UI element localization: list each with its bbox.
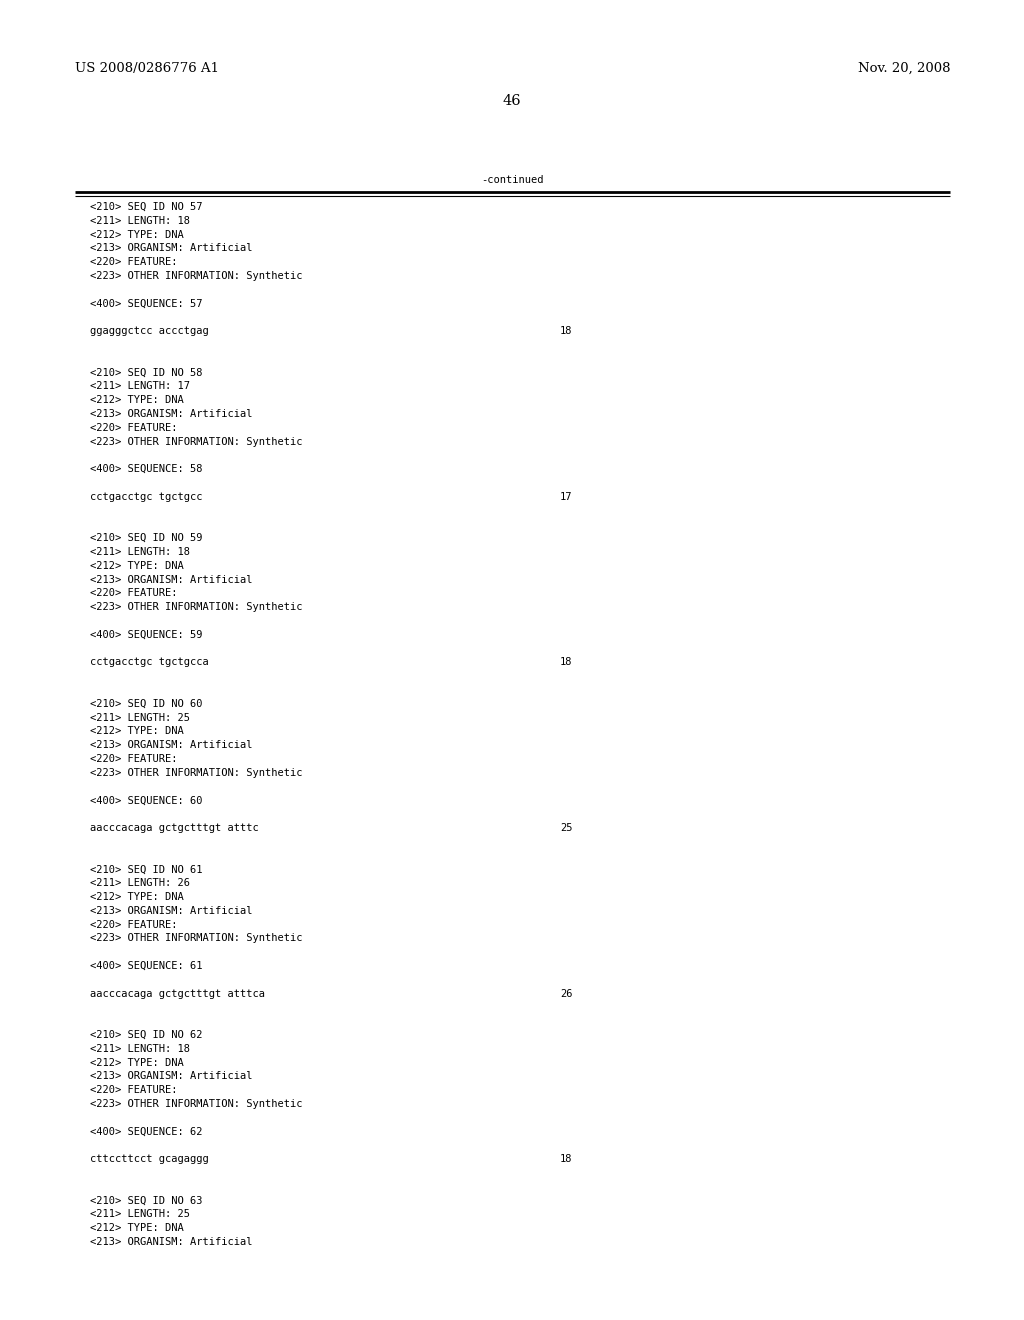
- Text: 18: 18: [560, 657, 572, 668]
- Text: ggagggctcc accctgag: ggagggctcc accctgag: [90, 326, 209, 337]
- Text: <211> LENGTH: 26: <211> LENGTH: 26: [90, 878, 190, 888]
- Text: <400> SEQUENCE: 57: <400> SEQUENCE: 57: [90, 298, 203, 309]
- Text: <400> SEQUENCE: 61: <400> SEQUENCE: 61: [90, 961, 203, 972]
- Text: <220> FEATURE:: <220> FEATURE:: [90, 754, 177, 764]
- Text: <220> FEATURE:: <220> FEATURE:: [90, 589, 177, 598]
- Text: <211> LENGTH: 18: <211> LENGTH: 18: [90, 215, 190, 226]
- Text: cttccttcct gcagaggg: cttccttcct gcagaggg: [90, 1154, 209, 1164]
- Text: <223> OTHER INFORMATION: Synthetic: <223> OTHER INFORMATION: Synthetic: [90, 602, 302, 612]
- Text: <210> SEQ ID NO 58: <210> SEQ ID NO 58: [90, 367, 203, 378]
- Text: cctgacctgc tgctgcca: cctgacctgc tgctgcca: [90, 657, 209, 668]
- Text: cctgacctgc tgctgcc: cctgacctgc tgctgcc: [90, 492, 203, 502]
- Text: -continued: -continued: [480, 176, 544, 185]
- Text: <211> LENGTH: 25: <211> LENGTH: 25: [90, 1209, 190, 1220]
- Text: <212> TYPE: DNA: <212> TYPE: DNA: [90, 1224, 183, 1233]
- Text: <400> SEQUENCE: 59: <400> SEQUENCE: 59: [90, 630, 203, 640]
- Text: <213> ORGANISM: Artificial: <213> ORGANISM: Artificial: [90, 243, 253, 253]
- Text: <220> FEATURE:: <220> FEATURE:: [90, 920, 177, 929]
- Text: <211> LENGTH: 25: <211> LENGTH: 25: [90, 713, 190, 722]
- Text: <212> TYPE: DNA: <212> TYPE: DNA: [90, 892, 183, 902]
- Text: <210> SEQ ID NO 61: <210> SEQ ID NO 61: [90, 865, 203, 874]
- Text: <210> SEQ ID NO 63: <210> SEQ ID NO 63: [90, 1196, 203, 1205]
- Text: aacccacaga gctgctttgt atttca: aacccacaga gctgctttgt atttca: [90, 989, 265, 999]
- Text: <211> LENGTH: 17: <211> LENGTH: 17: [90, 381, 190, 392]
- Text: <400> SEQUENCE: 62: <400> SEQUENCE: 62: [90, 1126, 203, 1137]
- Text: <213> ORGANISM: Artificial: <213> ORGANISM: Artificial: [90, 1237, 253, 1247]
- Text: aacccacaga gctgctttgt atttc: aacccacaga gctgctttgt atttc: [90, 822, 259, 833]
- Text: <220> FEATURE:: <220> FEATURE:: [90, 1085, 177, 1096]
- Text: 46: 46: [503, 94, 521, 108]
- Text: <213> ORGANISM: Artificial: <213> ORGANISM: Artificial: [90, 741, 253, 750]
- Text: <223> OTHER INFORMATION: Synthetic: <223> OTHER INFORMATION: Synthetic: [90, 271, 302, 281]
- Text: 17: 17: [560, 492, 572, 502]
- Text: <213> ORGANISM: Artificial: <213> ORGANISM: Artificial: [90, 906, 253, 916]
- Text: <400> SEQUENCE: 60: <400> SEQUENCE: 60: [90, 796, 203, 805]
- Text: 25: 25: [560, 822, 572, 833]
- Text: <212> TYPE: DNA: <212> TYPE: DNA: [90, 726, 183, 737]
- Text: US 2008/0286776 A1: US 2008/0286776 A1: [75, 62, 219, 75]
- Text: <212> TYPE: DNA: <212> TYPE: DNA: [90, 230, 183, 240]
- Text: 26: 26: [560, 989, 572, 999]
- Text: <211> LENGTH: 18: <211> LENGTH: 18: [90, 1044, 190, 1053]
- Text: <223> OTHER INFORMATION: Synthetic: <223> OTHER INFORMATION: Synthetic: [90, 1100, 302, 1109]
- Text: Nov. 20, 2008: Nov. 20, 2008: [857, 62, 950, 75]
- Text: <220> FEATURE:: <220> FEATURE:: [90, 422, 177, 433]
- Text: <223> OTHER INFORMATION: Synthetic: <223> OTHER INFORMATION: Synthetic: [90, 933, 302, 944]
- Text: <210> SEQ ID NO 57: <210> SEQ ID NO 57: [90, 202, 203, 213]
- Text: <213> ORGANISM: Artificial: <213> ORGANISM: Artificial: [90, 574, 253, 585]
- Text: <212> TYPE: DNA: <212> TYPE: DNA: [90, 395, 183, 405]
- Text: 18: 18: [560, 326, 572, 337]
- Text: 18: 18: [560, 1154, 572, 1164]
- Text: <210> SEQ ID NO 62: <210> SEQ ID NO 62: [90, 1030, 203, 1040]
- Text: <220> FEATURE:: <220> FEATURE:: [90, 257, 177, 267]
- Text: <223> OTHER INFORMATION: Synthetic: <223> OTHER INFORMATION: Synthetic: [90, 768, 302, 777]
- Text: <211> LENGTH: 18: <211> LENGTH: 18: [90, 546, 190, 557]
- Text: <223> OTHER INFORMATION: Synthetic: <223> OTHER INFORMATION: Synthetic: [90, 437, 302, 446]
- Text: <212> TYPE: DNA: <212> TYPE: DNA: [90, 561, 183, 570]
- Text: <210> SEQ ID NO 59: <210> SEQ ID NO 59: [90, 533, 203, 544]
- Text: <213> ORGANISM: Artificial: <213> ORGANISM: Artificial: [90, 1072, 253, 1081]
- Text: <210> SEQ ID NO 60: <210> SEQ ID NO 60: [90, 698, 203, 709]
- Text: <212> TYPE: DNA: <212> TYPE: DNA: [90, 1057, 183, 1068]
- Text: <213> ORGANISM: Artificial: <213> ORGANISM: Artificial: [90, 409, 253, 418]
- Text: <400> SEQUENCE: 58: <400> SEQUENCE: 58: [90, 465, 203, 474]
